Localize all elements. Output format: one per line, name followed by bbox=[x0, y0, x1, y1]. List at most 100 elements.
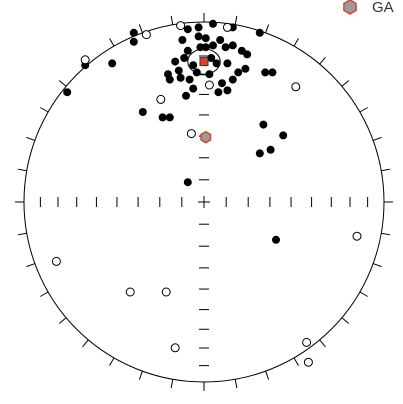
filled-point bbox=[234, 68, 243, 77]
filled-point bbox=[183, 46, 192, 55]
outer-tick bbox=[234, 15, 238, 25]
filled-point bbox=[165, 113, 174, 122]
outer-tick bbox=[26, 263, 36, 268]
outer-tick bbox=[319, 339, 326, 348]
outer-tick bbox=[234, 379, 238, 389]
open-point bbox=[141, 30, 151, 40]
outer-tick bbox=[40, 107, 49, 113]
open-point bbox=[204, 80, 214, 90]
filled-point bbox=[158, 113, 167, 122]
filled-point bbox=[241, 64, 250, 73]
outer-tick bbox=[58, 80, 67, 87]
filled-point bbox=[63, 88, 72, 97]
filled-point bbox=[180, 54, 189, 62]
outer-tick bbox=[293, 38, 299, 47]
open-point bbox=[291, 82, 301, 92]
outer-tick bbox=[293, 357, 299, 366]
open-point bbox=[170, 343, 180, 353]
outer-tick bbox=[26, 136, 36, 141]
outer-tick bbox=[381, 232, 391, 236]
outer-tick bbox=[170, 379, 174, 389]
legend-marker bbox=[343, 0, 357, 15]
open-point bbox=[186, 129, 196, 139]
filled-point bbox=[174, 66, 183, 75]
outer-tick bbox=[109, 357, 115, 366]
filled-point bbox=[223, 86, 232, 95]
outer-tick bbox=[265, 24, 270, 34]
outer-tick bbox=[17, 232, 27, 236]
outer-tick bbox=[138, 370, 143, 380]
outer-tick bbox=[341, 80, 350, 87]
legend-label: GA bbox=[372, 0, 394, 16]
outer-tick bbox=[58, 317, 67, 324]
outer-tick bbox=[359, 107, 368, 113]
open-point bbox=[51, 256, 61, 266]
filled-point bbox=[164, 70, 172, 79]
outer-tick bbox=[17, 168, 27, 172]
filled-point bbox=[221, 43, 230, 52]
filled-point bbox=[185, 75, 194, 84]
mean-direction bbox=[199, 57, 209, 67]
filled-point bbox=[255, 28, 264, 37]
open-point bbox=[352, 231, 362, 241]
filled-point bbox=[214, 88, 223, 97]
open-point bbox=[80, 55, 90, 65]
filled-point bbox=[272, 235, 280, 244]
filled-point bbox=[266, 145, 275, 154]
filled-point bbox=[209, 19, 217, 28]
open-point bbox=[176, 21, 186, 31]
filled-point bbox=[183, 178, 192, 187]
filled-point bbox=[261, 68, 270, 77]
filled-point bbox=[205, 70, 214, 79]
open-point bbox=[302, 337, 312, 347]
filled-point bbox=[129, 28, 138, 37]
filled-point bbox=[129, 37, 138, 46]
filled-point bbox=[268, 68, 277, 77]
confidence-ellipse bbox=[187, 48, 221, 75]
outer-tick bbox=[319, 56, 326, 65]
filled-point bbox=[194, 32, 203, 41]
open-point bbox=[156, 94, 166, 104]
open-point bbox=[222, 22, 232, 32]
filled-point bbox=[201, 43, 210, 52]
filled-point bbox=[201, 34, 210, 43]
filled-point bbox=[171, 57, 180, 66]
filled-point bbox=[218, 79, 226, 88]
filled-point bbox=[178, 36, 187, 44]
open-point bbox=[125, 287, 135, 297]
outer-tick bbox=[109, 38, 115, 47]
filled-point bbox=[216, 36, 225, 44]
filled-point bbox=[279, 131, 288, 140]
outer-tick bbox=[138, 24, 143, 34]
filled-point bbox=[176, 73, 185, 82]
filled-point bbox=[182, 91, 190, 100]
outer-tick bbox=[372, 263, 382, 268]
filled-point bbox=[223, 59, 232, 68]
outer-tick bbox=[359, 291, 368, 297]
filled-point bbox=[228, 75, 237, 84]
filled-point bbox=[259, 120, 268, 129]
outer-tick bbox=[372, 136, 382, 141]
outer-tick bbox=[82, 339, 89, 348]
filled-point bbox=[138, 108, 147, 116]
outer-tick bbox=[170, 15, 174, 25]
hexagon-point bbox=[200, 130, 212, 144]
filled-point bbox=[228, 41, 237, 50]
filled-point bbox=[189, 61, 198, 70]
filled-point bbox=[194, 23, 203, 32]
filled-point bbox=[243, 50, 252, 59]
filled-point bbox=[209, 41, 217, 50]
outer-tick bbox=[40, 291, 49, 297]
outer-tick bbox=[265, 370, 270, 380]
filled-point bbox=[212, 59, 221, 68]
open-point bbox=[161, 287, 171, 297]
outer-tick bbox=[381, 168, 391, 172]
outer-tick bbox=[341, 317, 350, 324]
filled-point bbox=[255, 149, 264, 158]
open-point bbox=[303, 357, 313, 367]
filled-point bbox=[207, 54, 216, 62]
filled-point bbox=[189, 84, 198, 93]
filled-point bbox=[108, 59, 117, 68]
